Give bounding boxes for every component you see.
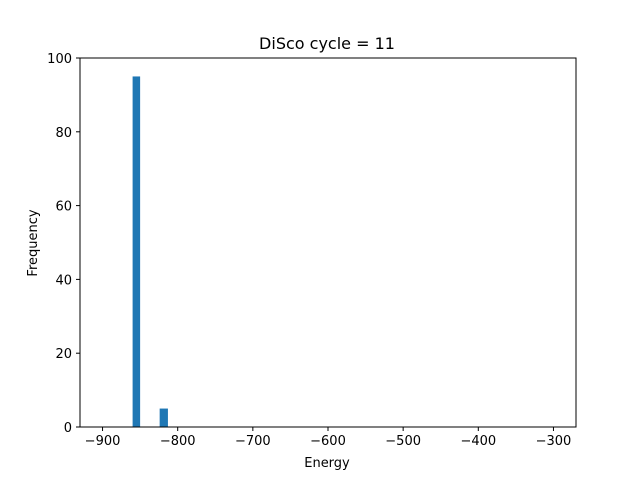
x-tick-label: −400 — [460, 434, 496, 449]
plot-frame — [79, 57, 577, 428]
y-tick-label: 0 — [64, 421, 72, 436]
x-tick-label: −300 — [536, 434, 572, 449]
y-tick-label: 80 — [55, 126, 72, 141]
y-tick-label: 100 — [47, 52, 72, 67]
y-tick-label: 60 — [55, 200, 72, 215]
bars-layer — [132, 76, 168, 427]
y-axis-label: Frequency — [26, 209, 41, 276]
histogram-bar-2 — [159, 408, 168, 427]
axes-layer: −900 −800 −700 −600 −500 −400 −300 0 20 40 60 80 100 — [47, 52, 577, 449]
y-tick-label: 40 — [55, 273, 72, 288]
x-axis-label: Energy — [304, 456, 350, 471]
x-tick-label: −700 — [235, 434, 271, 449]
x-tick-label: −500 — [385, 434, 421, 449]
histogram-bar-1 — [132, 76, 141, 427]
y-tick-label: 20 — [55, 347, 72, 362]
x-tick-label: −600 — [310, 434, 346, 449]
x-tick-label: −900 — [85, 434, 121, 449]
chart-title: DiSco cycle = 11 — [259, 34, 395, 53]
x-tick-label: −800 — [160, 434, 196, 449]
